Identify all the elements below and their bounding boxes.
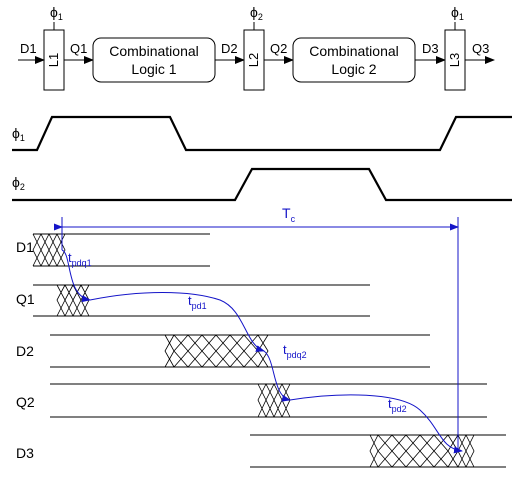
delay-label-tpd1: tpd1 [188,293,207,311]
latch-l1-label: L1 [46,53,61,67]
combinational-logic-2: Combinational Logic 2 [292,37,416,83]
delay-label-tpd2: tpd2 [388,396,407,414]
latch-l1-q-label: Q1 [70,41,87,56]
signal-q1-label: Q1 [16,291,35,307]
signal-d1-label: D1 [16,239,34,255]
latch-l2: D2 L2 ϕ2 Q2 [215,4,294,91]
latch-l3: D3 L3 ϕ1 Q3 [415,4,495,91]
latch-l2-label: L2 [246,53,261,67]
latch-l3-label: L3 [447,53,462,67]
latch-l2-d-label: D2 [221,41,238,56]
signal-q2-label: Q2 [16,394,35,410]
clock-phi2-waveform: ϕ2 [12,167,512,202]
latch-l3-d-label: D3 [422,41,439,56]
period-label: Tc [282,205,296,224]
signal-d1: D1 [16,233,210,267]
clock-phi1-label: ϕ1 [12,125,25,143]
signal-q1: Q1 [16,284,370,317]
signal-d2-label: D2 [16,343,34,359]
latch-l3-clock-label: ϕ1 [451,4,464,22]
combinational-logic-1: Combinational Logic 1 [92,37,216,83]
schematic: L1 ϕ1 D1 Q1 Combinational Logic 1 D2 L2 … [18,4,495,91]
latch-l1-clock-label: ϕ1 [50,4,63,22]
logic-2-line1: Combinational [309,43,399,59]
signal-d2: D2 [16,334,430,368]
latch-l2-clock-label: ϕ2 [250,4,263,22]
logic-2-line2: Logic 2 [331,61,376,77]
signal-d3-label: D3 [16,445,34,461]
delay-paths [61,249,463,454]
logic-1-line2: Logic 1 [131,61,176,77]
signal-q2: Q2 [16,383,487,418]
delay-label-tpdq2: tpdq2 [283,342,307,360]
clock-phi1-waveform: ϕ1 [12,115,512,152]
logic-1-line1: Combinational [109,43,199,59]
latch-l1-d-label: D1 [20,41,37,56]
delay-label-tpdq1: tpdq1 [68,250,92,268]
period-annotation: Tc [54,205,459,450]
latch-l3-q-label: Q3 [472,41,489,56]
clock-phi2-label: ϕ2 [12,174,25,192]
signal-d3: D3 [16,434,506,468]
latch-l1: L1 ϕ1 D1 Q1 [18,4,94,91]
latch-l2-q-label: Q2 [270,41,287,56]
